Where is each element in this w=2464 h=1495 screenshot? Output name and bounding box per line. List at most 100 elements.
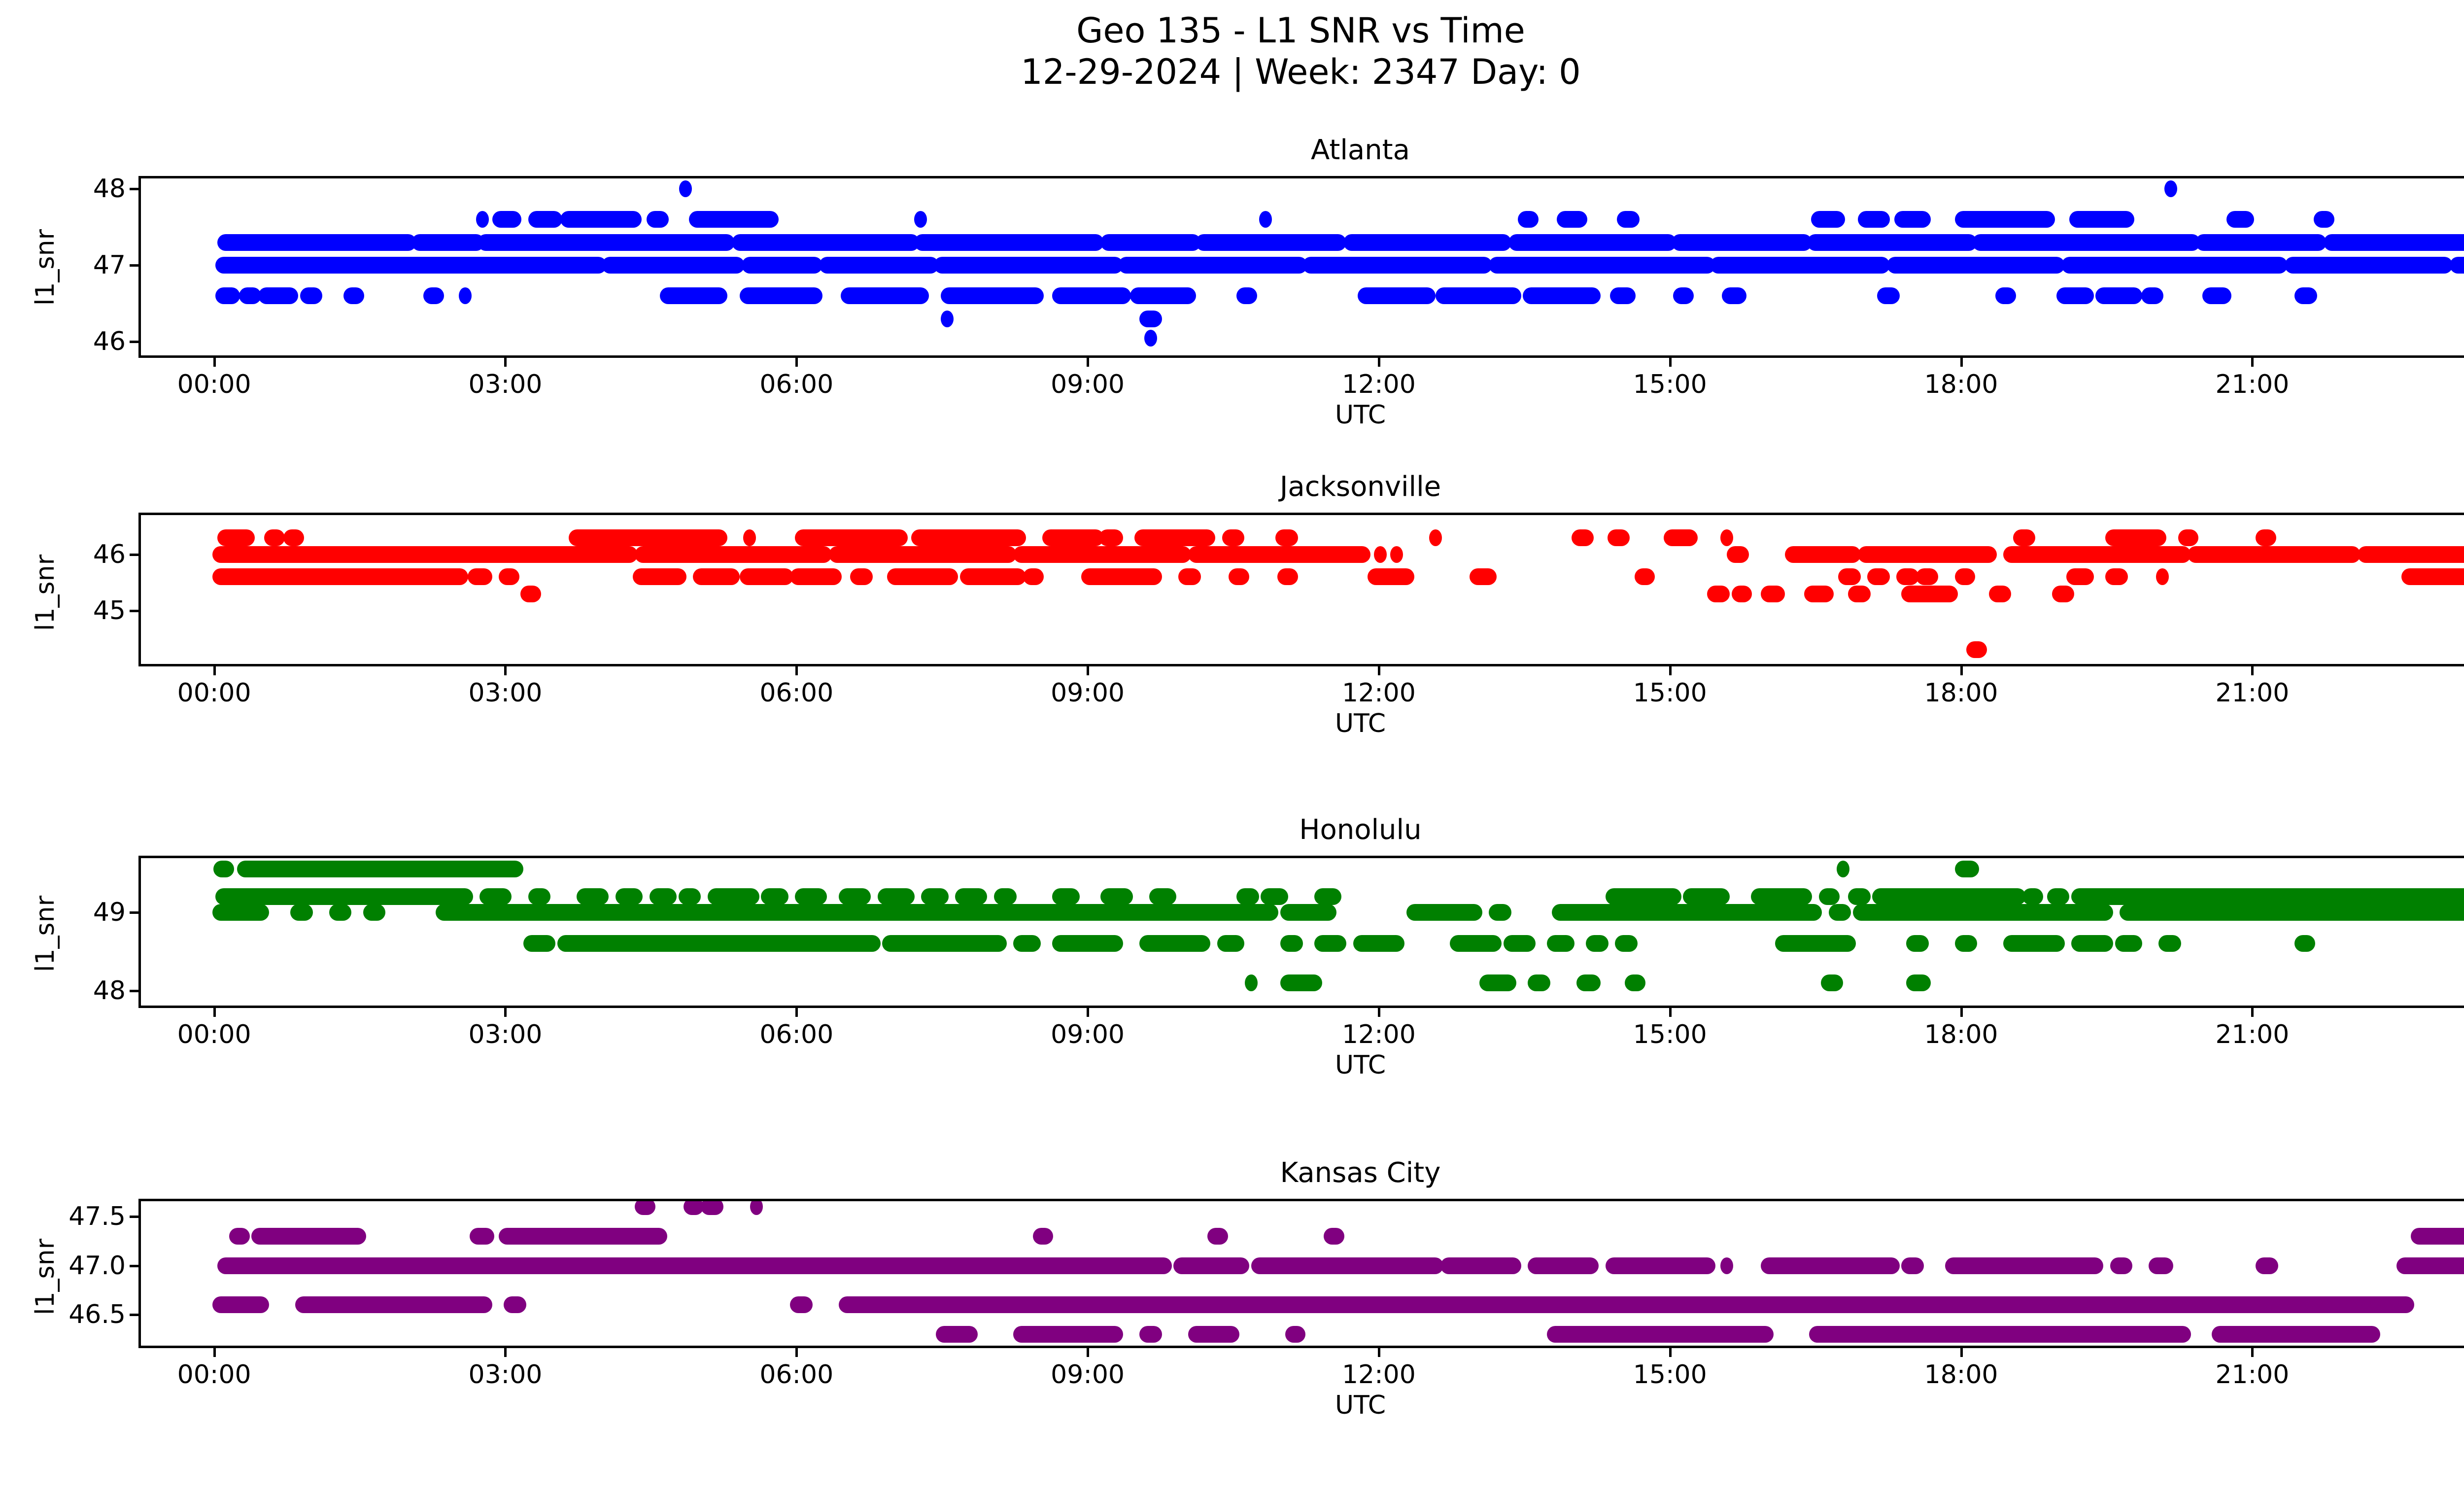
- data-point-run: [829, 546, 1017, 563]
- data-point-run: [1867, 568, 1890, 586]
- data-point-run: [2061, 257, 2288, 274]
- data-point: [1244, 974, 1258, 992]
- y-tick-label: 48: [93, 174, 126, 204]
- suptitle-line-1: Geo 135 - L1 SNR vs Time: [1076, 10, 1525, 51]
- x-tick-label: 18:00: [1924, 678, 1998, 708]
- data-point-run: [1552, 904, 1822, 921]
- data-point-run: [1615, 935, 1638, 952]
- y-tick-label: 45: [93, 595, 126, 626]
- data-point-run: [569, 529, 727, 547]
- data-point-run: [1760, 1257, 1900, 1274]
- data-point-run: [635, 546, 832, 563]
- data-point: [1259, 211, 1272, 228]
- data-point-run: [1775, 935, 1856, 952]
- data-point-run: [2178, 529, 2199, 547]
- data-point-run: [1804, 585, 1834, 602]
- data-point-run: [2396, 1257, 2464, 1274]
- data-point-run: [1523, 287, 1601, 305]
- data-point-run: [1954, 211, 2055, 228]
- x-tick-mark: [213, 358, 216, 367]
- data-point-run: [2323, 234, 2464, 251]
- x-tick-label: 03:00: [468, 1020, 543, 1049]
- data-point-run: [258, 287, 299, 305]
- data-point-run: [1857, 546, 1997, 563]
- data-point-run: [1673, 287, 1694, 305]
- data-point: [2164, 180, 2177, 198]
- x-tick-label: 18:00: [1924, 370, 1998, 399]
- x-tick-label: 00:00: [177, 678, 251, 708]
- data-point-run: [1052, 888, 1080, 905]
- data-point-run: [683, 1201, 704, 1215]
- data-point-run: [1726, 546, 1749, 563]
- data-point-run: [1129, 287, 1196, 305]
- data-point-run: [1750, 888, 1813, 905]
- y-tick-mark: [130, 609, 138, 612]
- data-point-run: [215, 888, 473, 905]
- data-point: [914, 211, 927, 228]
- data-point-run: [1972, 234, 2201, 251]
- data-point-run: [411, 234, 485, 251]
- x-tick-mark: [1960, 1008, 1963, 1017]
- x-tick-label: 03:00: [468, 678, 543, 708]
- data-point-run: [499, 568, 520, 586]
- data-point-run: [1954, 568, 1976, 586]
- data-point: [476, 211, 489, 228]
- data-point-run: [229, 1227, 250, 1245]
- data-point-run: [520, 585, 541, 602]
- data-point-run: [2285, 257, 2453, 274]
- data-point-run: [1275, 529, 1298, 547]
- data-point-run: [1100, 888, 1133, 905]
- y-tick-mark: [130, 1264, 138, 1267]
- data-point-run: [528, 888, 551, 905]
- data-point-run: [1343, 234, 1511, 251]
- data-point: [940, 310, 954, 327]
- data-point: [1373, 546, 1387, 563]
- y-tick-mark: [130, 341, 138, 344]
- data-point-run: [2105, 529, 2167, 547]
- data-point-run: [795, 888, 827, 905]
- x-tick-label: 15:00: [1633, 1360, 1707, 1390]
- data-point-run: [739, 287, 822, 305]
- x-tick-mark: [2251, 1008, 2254, 1017]
- data-point-run: [993, 888, 1017, 905]
- data-point-run: [329, 904, 352, 921]
- x-tick-mark: [1377, 358, 1380, 367]
- data-point-run: [1489, 904, 1511, 921]
- data-point-run: [1134, 529, 1216, 547]
- data-point-run: [217, 529, 255, 547]
- data-point-run: [887, 568, 958, 586]
- data-point-run: [1052, 935, 1124, 952]
- data-point-run: [290, 904, 313, 921]
- data-point-run: [1081, 568, 1162, 586]
- data-point-run: [935, 1326, 978, 1343]
- data-point-run: [468, 568, 493, 586]
- data-point-run: [264, 529, 285, 547]
- data-point-run: [363, 904, 386, 921]
- x-tick-mark: [213, 666, 216, 675]
- y-tick-mark: [130, 911, 138, 914]
- data-point-run: [295, 1296, 493, 1314]
- data-point-run: [1807, 234, 1978, 251]
- data-point-run: [423, 287, 444, 305]
- data-point-run: [1901, 1257, 1924, 1274]
- data-point-run: [1901, 585, 1958, 602]
- data-point-run: [840, 287, 929, 305]
- x-tick-mark: [504, 1008, 507, 1017]
- data-point-run: [492, 211, 522, 228]
- data-point-run: [1261, 888, 1288, 905]
- data-point-run: [1811, 211, 1846, 228]
- x-axis-label: UTC: [1335, 1050, 1386, 1080]
- data-point-run: [1610, 287, 1636, 305]
- data-point-run: [1280, 974, 1322, 992]
- data-point-run: [2071, 935, 2113, 952]
- data-point-run: [649, 888, 677, 905]
- x-tick-label: 09:00: [1051, 678, 1125, 708]
- data-point-run: [217, 1257, 1172, 1274]
- data-point-run: [838, 1296, 2414, 1314]
- data-point-run: [1848, 888, 1871, 905]
- data-point: [750, 1201, 763, 1215]
- x-tick-label: 06:00: [759, 1020, 834, 1049]
- data-point-run: [1139, 1326, 1162, 1343]
- data-point-run: [1032, 1227, 1054, 1245]
